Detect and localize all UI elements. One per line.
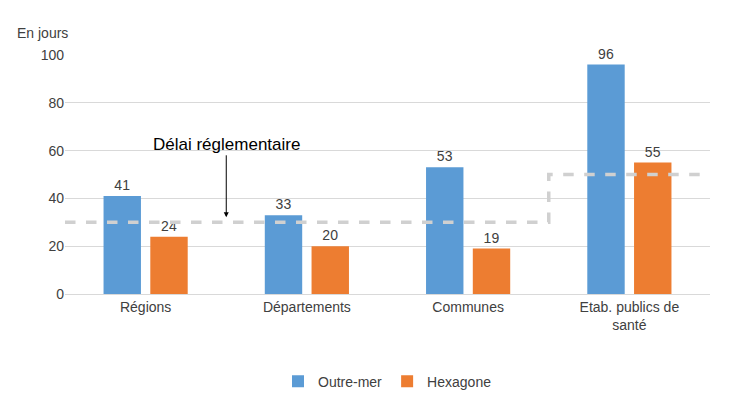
svg-text:96: 96 [598,46,614,62]
svg-text:20: 20 [48,238,64,254]
svg-text:Régions: Régions [120,299,171,315]
svg-text:53: 53 [437,148,453,164]
svg-text:20: 20 [322,227,338,243]
svg-text:55: 55 [645,144,661,160]
svg-text:24: 24 [161,218,177,234]
svg-text:33: 33 [276,196,292,212]
svg-text:100: 100 [41,47,65,63]
svg-text:60: 60 [48,143,64,159]
svg-text:0: 0 [56,286,64,302]
svg-text:41: 41 [114,177,130,193]
svg-text:Outre-mer: Outre-mer [318,374,382,390]
svg-text:Hexagone: Hexagone [427,374,491,390]
svg-text:40: 40 [48,190,64,206]
svg-text:Départements: Départements [263,299,351,315]
svg-text:En jours: En jours [17,25,68,41]
svg-text:Délai réglementaire: Délai réglementaire [153,135,300,154]
svg-text:19: 19 [484,230,500,246]
svg-text:Etab. publics desanté: Etab. publics desanté [580,299,680,333]
svg-text:80: 80 [48,95,64,111]
svg-text:Communes: Communes [432,299,504,315]
